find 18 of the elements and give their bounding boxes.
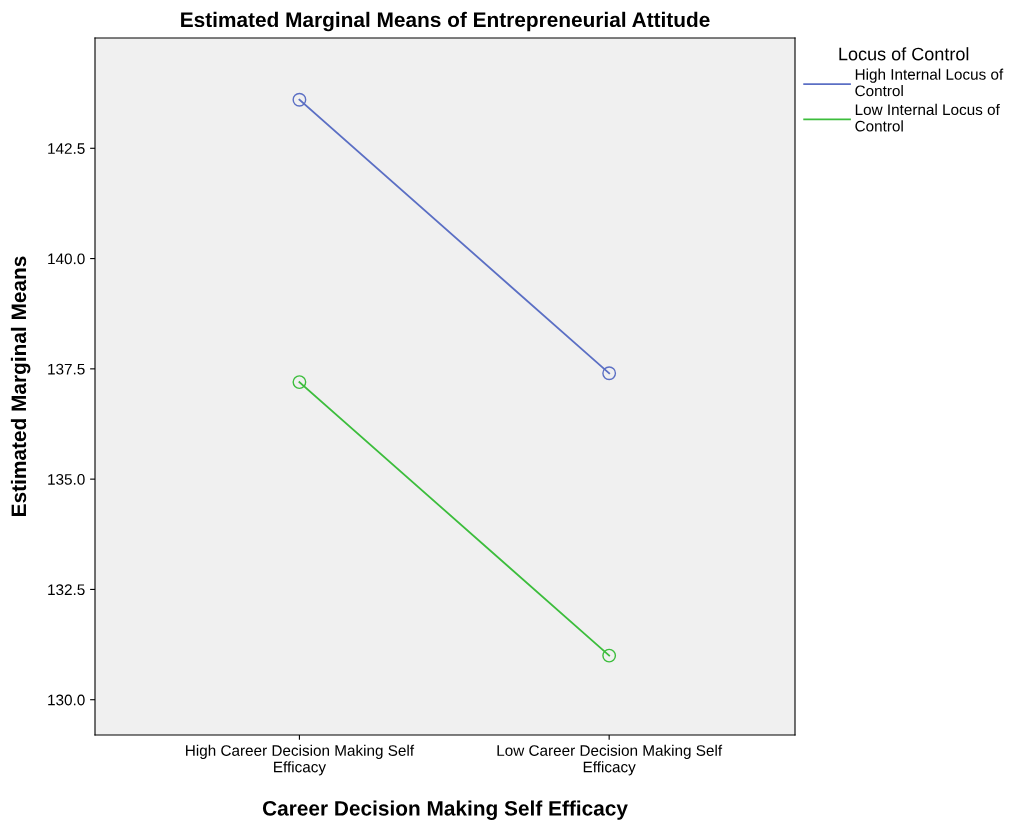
- x-tick-label: High Career Decision Making Self Efficacy: [186, 744, 415, 776]
- y-tick-label: 137.5: [48, 363, 85, 375]
- y-axis-title: Estimated Marginal Means: [10, 256, 31, 516]
- y-tick-label: 135.0: [48, 474, 85, 485]
- x-axis-title: Career Decision Making Self Efficacy: [262, 800, 628, 820]
- y-tick-label: 130.0: [48, 694, 85, 706]
- chart-title: Estimated Marginal Means of Entrepreneurial Attitude: [181, 11, 710, 32]
- y-tick-label: 142.5: [48, 143, 85, 154]
- y-tick-label: 132.5: [48, 584, 85, 596]
- point: [292, 375, 307, 390]
- y-tick-label: 140.0: [48, 253, 85, 265]
- x-tick-label: Low Career Decision Making Self Efficacy: [497, 744, 723, 776]
- point: [602, 648, 617, 663]
- legend-label: Low Internal Locus of Control: [855, 103, 1000, 132]
- legend-label: High Internal Locus of Control: [855, 68, 1004, 97]
- point: [292, 92, 307, 107]
- legend-title: Locus of Control: [839, 47, 969, 61]
- point: [602, 366, 617, 381]
